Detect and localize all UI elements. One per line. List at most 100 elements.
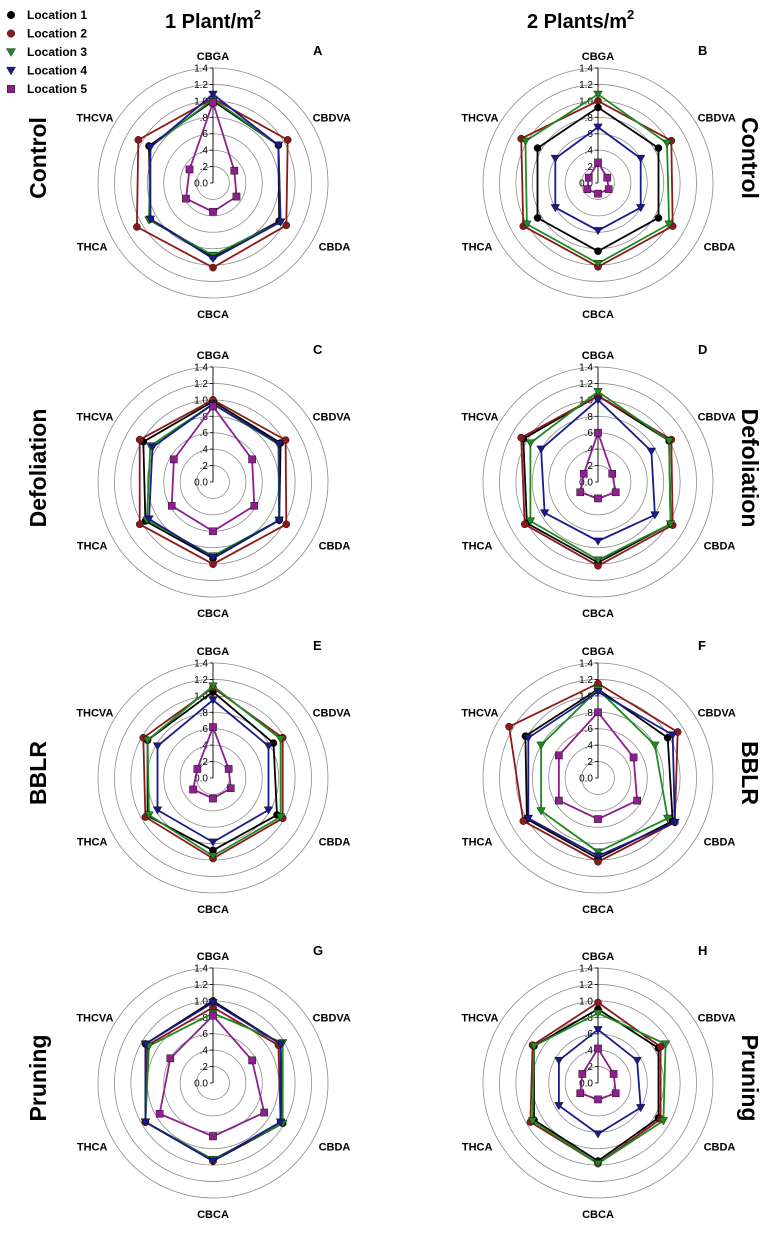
data-point — [603, 173, 612, 182]
row-label-right-defoliation: Defoliation — [737, 409, 763, 528]
tick-label: 0.0 — [579, 478, 593, 489]
tick-label: .8 — [585, 708, 594, 719]
data-point — [144, 811, 154, 820]
data-point — [604, 185, 613, 193]
column-header-1-text: 1 Plant/m — [165, 11, 254, 33]
legend-label: Location 5 — [27, 82, 87, 96]
data-point — [282, 221, 291, 230]
row-label-left-control: Control — [25, 117, 51, 199]
column-header-2-text: 2 Plants/m — [527, 11, 627, 33]
axis-label-cbga: CBGA — [582, 951, 614, 963]
column-header-1: 1 Plant/m2 — [165, 7, 261, 33]
data-point — [193, 765, 202, 773]
tick-label: .6 — [585, 428, 594, 439]
data-point — [664, 437, 674, 446]
data-point — [668, 731, 678, 740]
tick-label: .2 — [200, 461, 209, 472]
data-point — [594, 103, 602, 112]
data-point — [248, 1056, 256, 1065]
data-point — [525, 517, 536, 526]
data-point — [209, 98, 217, 107]
tick-label: 1.2 — [194, 980, 208, 991]
data-point — [505, 722, 513, 731]
tick-label: .4 — [585, 146, 594, 157]
tick-label: .6 — [200, 129, 209, 140]
tick-label: 1.2 — [194, 675, 208, 686]
tick-label: 1.0 — [194, 96, 208, 107]
data-point — [283, 136, 292, 144]
panel-letter: B — [698, 43, 707, 58]
data-point — [554, 1102, 564, 1111]
data-point — [275, 218, 286, 227]
radar-panel-d: 0.0.2.4.6.81.01.21.4CBGACBDVACBDACBCATHC… — [461, 342, 736, 620]
legend-marker — [6, 29, 15, 38]
data-point — [578, 1070, 587, 1078]
axis-label-cbda: CBDA — [704, 541, 736, 553]
data-point — [520, 520, 529, 529]
data-point — [594, 998, 602, 1007]
data-point — [263, 742, 274, 751]
axis-label-thca: THCA — [77, 242, 108, 254]
tick-label: .2 — [200, 1062, 209, 1073]
axis-label-thcva: THCVA — [461, 113, 498, 125]
data-point — [550, 204, 560, 213]
data-point — [209, 1132, 217, 1141]
data-point — [209, 402, 217, 411]
data-point — [166, 1054, 175, 1063]
column-header-1-superscript: 2 — [254, 7, 261, 22]
data-point — [260, 1108, 269, 1117]
tick-label: 0.0 — [194, 179, 208, 190]
data-point — [248, 455, 256, 464]
data-point — [611, 488, 620, 497]
axis-label-cbca: CBCA — [197, 608, 229, 620]
axis-label-cbca: CBCA — [582, 904, 614, 916]
data-point — [133, 223, 141, 231]
axis-label-cbca: CBCA — [197, 904, 229, 916]
data-point — [208, 255, 218, 264]
data-point — [662, 139, 672, 148]
tick-label: 1.4 — [194, 659, 208, 670]
legend-marker — [6, 66, 16, 76]
series-line-location-3 — [531, 1012, 667, 1165]
axis-label-thca: THCA — [77, 1142, 108, 1154]
data-point — [656, 1043, 665, 1051]
data-point — [182, 194, 190, 203]
row-label-left-bblr: BBLR — [25, 741, 51, 805]
radar-panel-c: 0.0.2.4.6.81.01.21.4CBGACBDVACBDACBCATHC… — [76, 342, 351, 620]
data-point — [208, 682, 218, 691]
data-point — [224, 765, 233, 773]
data-point — [555, 751, 563, 760]
data-point — [593, 537, 603, 546]
data-point — [140, 1040, 151, 1049]
data-point — [145, 143, 156, 152]
legend-label: Location 4 — [27, 64, 87, 78]
data-point — [636, 204, 646, 213]
tick-label: .8 — [200, 708, 209, 719]
data-point — [275, 1118, 286, 1127]
tick-label: 1.4 — [579, 64, 593, 75]
tick-label: .6 — [200, 428, 209, 439]
row-label-left-pruning: Pruning — [25, 1035, 51, 1122]
tick-label: .6 — [200, 1029, 209, 1040]
axis-label-thcva: THCVA — [461, 412, 498, 424]
data-point — [593, 227, 603, 236]
data-point — [523, 734, 533, 743]
data-point — [274, 440, 284, 449]
data-point — [281, 436, 290, 444]
axis-label-thca: THCA — [462, 837, 493, 849]
data-point — [594, 815, 602, 823]
axis-label-thcva: THCVA — [461, 708, 498, 720]
axis-label-thca: THCA — [462, 1142, 493, 1154]
tick-label: .2 — [585, 162, 594, 173]
data-point — [208, 554, 218, 563]
data-point — [593, 556, 603, 565]
data-point — [208, 838, 218, 847]
tick-label: 1.4 — [194, 64, 208, 75]
data-point — [594, 247, 602, 255]
data-point — [654, 144, 663, 152]
data-point — [152, 806, 163, 815]
tick-label: 0.0 — [579, 179, 593, 190]
radar-panels: 0.0.2.4.6.81.01.21.4CBGACBDVACBDACBCATHC… — [76, 43, 736, 1221]
